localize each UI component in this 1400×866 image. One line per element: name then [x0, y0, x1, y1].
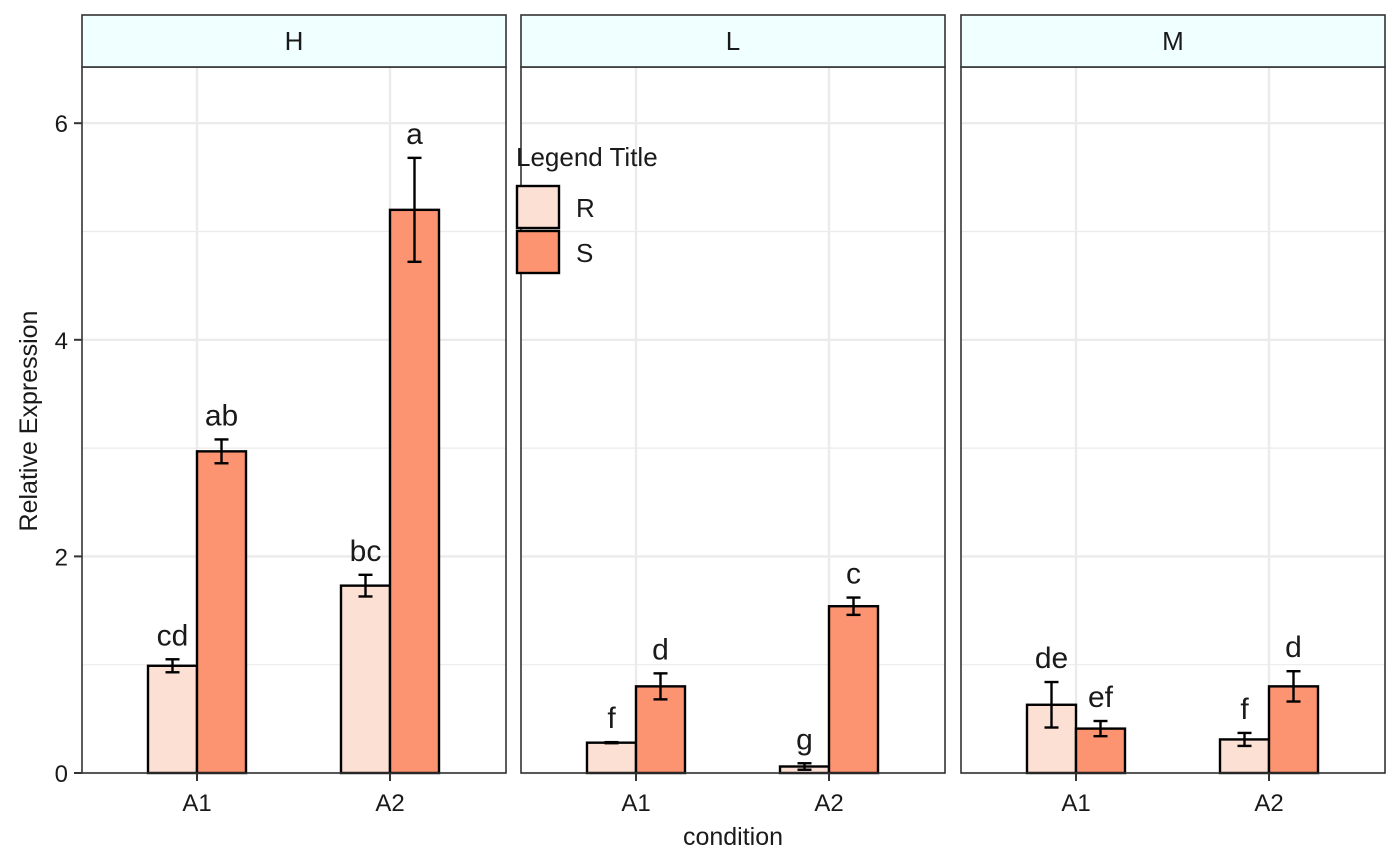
legend-key-r [515, 184, 561, 230]
significance-label: ef [1088, 681, 1114, 714]
x-tick-label: A2 [1254, 790, 1283, 817]
bar-l-a2-s [827, 605, 880, 775]
legend-key-s [515, 229, 561, 275]
x-tick-label: A2 [375, 790, 404, 817]
x-tick-label: A1 [1061, 790, 1090, 817]
legend: Legend Title R S [515, 142, 658, 275]
significance-label: cd [157, 619, 189, 652]
panel-background [82, 67, 506, 773]
panel-background [961, 67, 1385, 773]
significance-label: f [607, 702, 616, 735]
bar-h-a2-s [388, 208, 441, 775]
panel-l: f g d c L A1 A2 [520, 14, 946, 817]
panel-background [521, 67, 945, 773]
legend-label-r: R [576, 193, 595, 223]
facet-strip-label: M [1162, 26, 1184, 56]
x-tick-label: A1 [621, 790, 650, 817]
x-axis-title: condition [683, 823, 783, 851]
facet-strip-label: L [726, 26, 740, 56]
bar-h-a1-r [146, 664, 199, 775]
significance-label: bc [350, 535, 382, 568]
significance-label: de [1035, 642, 1068, 675]
x-tick-label: A2 [814, 790, 843, 817]
facet-strip [960, 14, 1386, 68]
panels-layer: cd bc ab a H A1 A2 f g d c L A1 A2 de f ef d M A1 A2 [81, 14, 1386, 817]
panel-m: de f ef d M A1 A2 [960, 14, 1386, 817]
significance-label: d [1285, 631, 1302, 664]
y-axis-title: Relative Expression [15, 311, 43, 532]
significance-label: a [406, 118, 423, 151]
y-tick-label: 2 [55, 544, 68, 571]
y-tick-label: 0 [55, 761, 68, 788]
x-tick-label: A1 [182, 790, 211, 817]
significance-label: ab [205, 399, 238, 432]
legend-title: Legend Title [516, 142, 658, 172]
significance-label: g [796, 723, 813, 756]
bar-l-a1-r [585, 741, 638, 775]
facet-strip [520, 14, 946, 68]
facet-strip-label: H [285, 26, 304, 56]
significance-label: d [652, 633, 669, 666]
y-tick-label: 4 [55, 328, 68, 355]
significance-label: c [846, 558, 861, 591]
facet-strip [81, 14, 507, 68]
legend-label-s: S [576, 238, 593, 268]
bar-h-a1-s [195, 450, 248, 775]
y-axis: 0 2 4 6 [55, 111, 82, 788]
significance-label: f [1240, 693, 1249, 726]
bar-h-a2-r [339, 584, 392, 775]
panel-h: cd bc ab a H A1 A2 [81, 14, 507, 817]
y-tick-label: 6 [55, 111, 68, 138]
